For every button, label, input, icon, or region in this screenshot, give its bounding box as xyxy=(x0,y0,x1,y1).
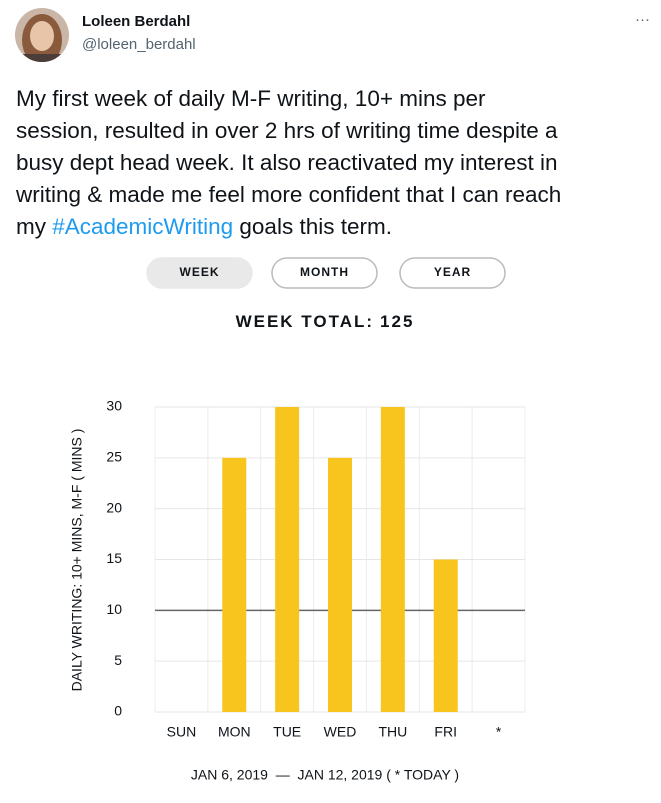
x-tick-label: FRI xyxy=(434,724,457,740)
text-line: My first week of daily M-F writing, 10+ … xyxy=(16,86,486,111)
text-part: goals this term. xyxy=(233,214,392,239)
title: WEEK TOTAL: xyxy=(236,312,374,331)
tab-label[interactable]: MONTH xyxy=(300,265,349,279)
x-tick-label: * xyxy=(496,724,502,740)
x-tick-label: THU xyxy=(378,724,407,740)
x-tick-label: TUE xyxy=(273,724,301,740)
bar xyxy=(328,457,352,712)
y-tick-label: 10 xyxy=(106,601,122,617)
bar xyxy=(222,457,247,712)
avatar[interactable] xyxy=(15,8,69,66)
y-axis-label: DAILY WRITING: 10+ MINS, M-F ( MINS ) xyxy=(69,429,85,692)
chart-title: WEEK TOTAL: 125 xyxy=(236,312,415,331)
tab-label[interactable]: WEEK xyxy=(180,265,220,279)
y-tick-label: 20 xyxy=(106,499,122,515)
chart: 0 5 10 15 20 25 30 SUN MON TUE WED THU FRI * xyxy=(106,398,526,740)
tab-label[interactable]: YEAR xyxy=(434,265,471,279)
tweet-text: My first week of daily M-F writing, 10+ … xyxy=(15,86,561,239)
bar xyxy=(433,559,458,712)
tabs: WEEK MONTH YEAR xyxy=(146,257,506,289)
author-name[interactable]: Loleen Berdahl xyxy=(82,13,190,30)
x-tick-label: MON xyxy=(218,724,251,740)
x-tick-label: WED xyxy=(324,724,357,740)
more-menu[interactable]: ··· xyxy=(635,11,650,28)
hashtag[interactable]: #AcademicWriting xyxy=(52,214,233,239)
tab-button[interactable] xyxy=(146,257,253,289)
y-tick-label: 5 xyxy=(114,652,122,668)
y-tick-label: 30 xyxy=(106,398,122,414)
text-line: busy dept head week. It also reactivated… xyxy=(16,150,558,175)
bar xyxy=(275,407,300,712)
author-handle[interactable]: @loleen_berdahl xyxy=(82,36,196,53)
text-part: my xyxy=(16,214,52,239)
tab-button[interactable] xyxy=(399,257,506,289)
y-tick-label: 25 xyxy=(106,449,122,465)
x-axis-note: JAN 6, 2019 — JAN 12, 2019 ( * TODAY ) xyxy=(191,767,459,783)
text-line: session, resulted in over 2 hrs of writi… xyxy=(16,118,558,143)
text-line: writing & made me feel more confident th… xyxy=(15,182,561,207)
total: 125 xyxy=(380,312,414,331)
tab-button[interactable] xyxy=(271,257,378,289)
bar xyxy=(380,407,405,712)
x-tick-label: SUN xyxy=(167,724,197,740)
y-tick-label: 15 xyxy=(106,550,122,566)
y-tick-label: 0 xyxy=(114,703,122,719)
text-line: my #AcademicWriting goals this term. xyxy=(16,214,392,239)
